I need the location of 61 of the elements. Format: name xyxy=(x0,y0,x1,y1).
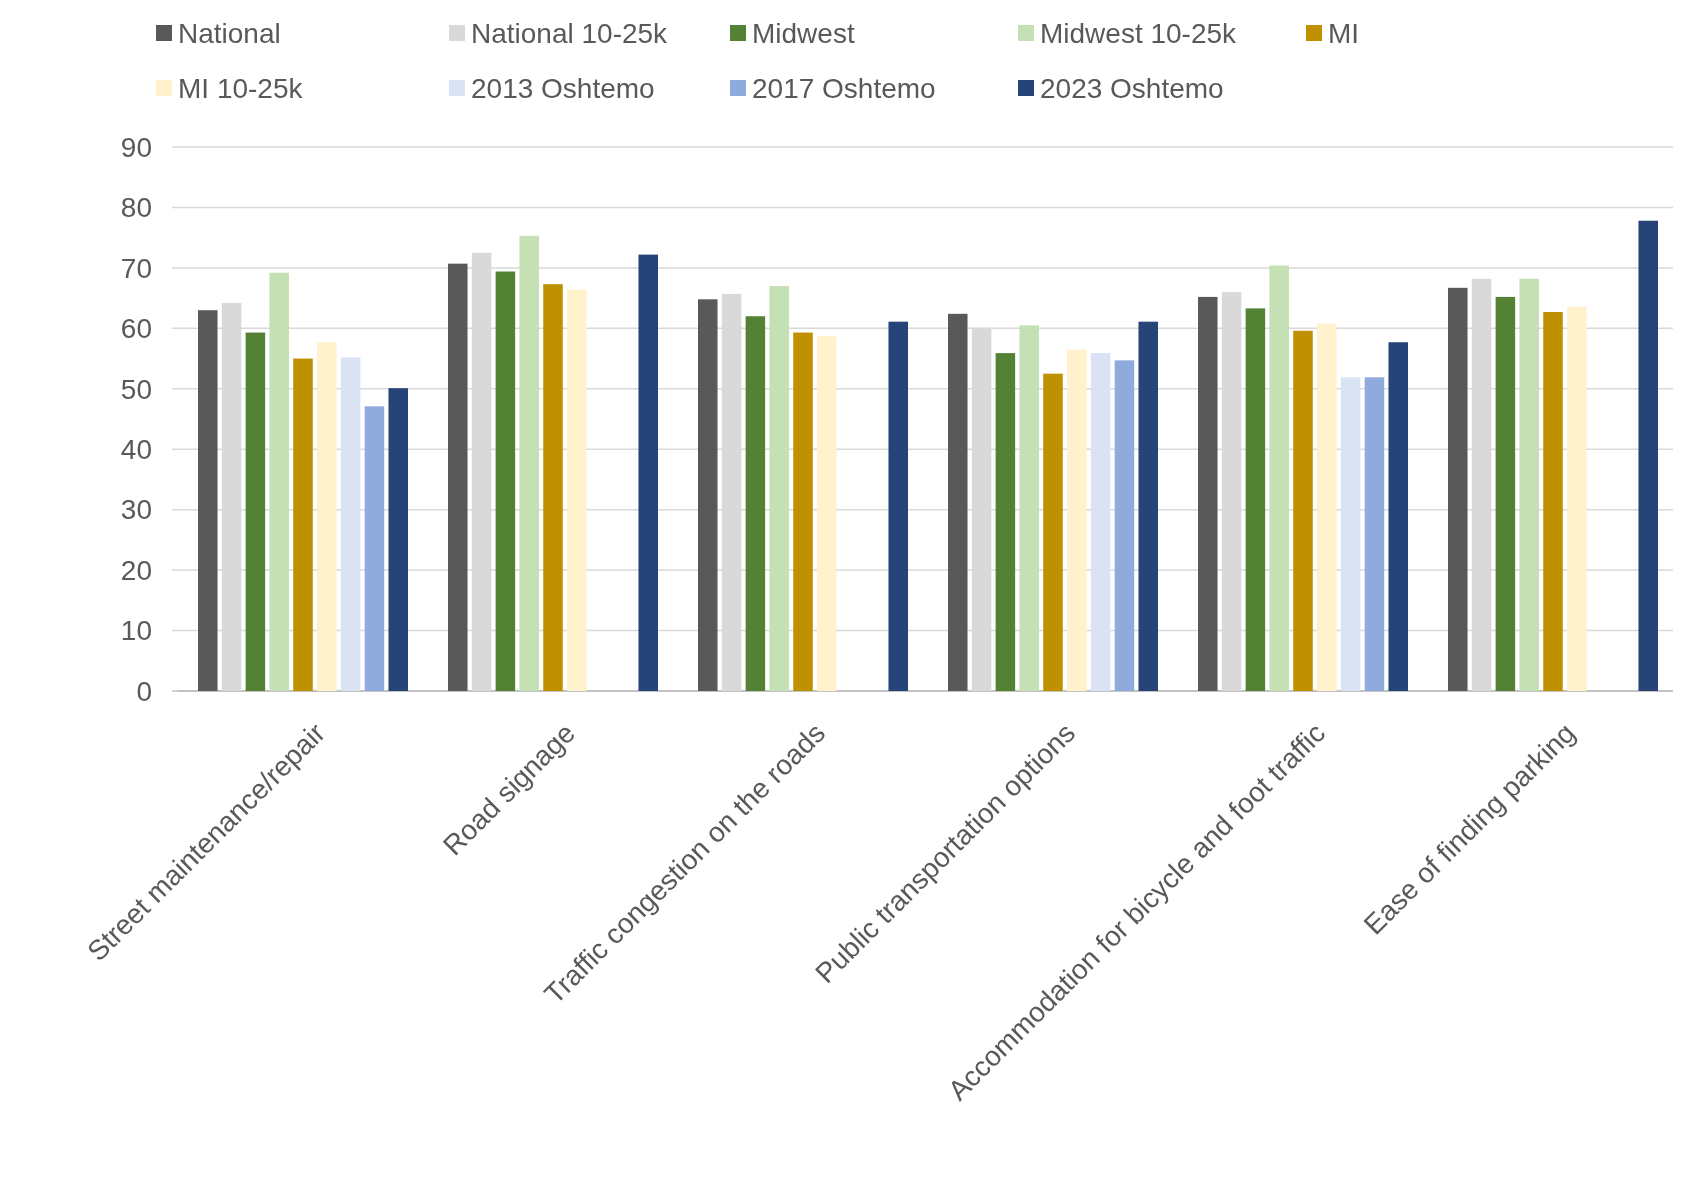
y-tick-label: 50 xyxy=(120,373,152,405)
bar xyxy=(1067,349,1087,691)
bar xyxy=(198,310,218,691)
bar xyxy=(769,286,789,691)
legend-label: Midwest 10-25k xyxy=(1040,17,1238,49)
bar xyxy=(1245,308,1266,691)
bar xyxy=(245,332,266,691)
bar xyxy=(1340,377,1361,691)
bar xyxy=(1317,323,1337,691)
bar xyxy=(1019,325,1039,691)
y-tick-label: 0 xyxy=(136,675,152,707)
bar xyxy=(1364,377,1385,691)
bar xyxy=(293,358,313,691)
legend-label: Midwest xyxy=(752,17,855,49)
bar xyxy=(448,263,468,691)
bar xyxy=(1448,287,1468,691)
bar xyxy=(1198,296,1218,691)
bar xyxy=(817,336,837,691)
y-tick-label: 20 xyxy=(120,554,152,586)
bar xyxy=(567,289,587,691)
bar xyxy=(1269,265,1289,691)
bar xyxy=(995,353,1016,691)
bar xyxy=(543,284,563,691)
bar xyxy=(1638,220,1658,691)
legend-label: National 10-25k xyxy=(471,17,669,49)
y-tick-label: 40 xyxy=(120,434,152,466)
bar xyxy=(317,342,337,691)
bar xyxy=(1043,373,1063,691)
bar xyxy=(1567,306,1587,691)
y-tick-label: 90 xyxy=(120,131,152,163)
bar xyxy=(1090,353,1111,691)
bar xyxy=(638,254,658,691)
bar xyxy=(519,235,539,691)
y-tick-label: 70 xyxy=(120,252,152,284)
bar xyxy=(495,271,516,691)
bar xyxy=(698,299,718,691)
bar xyxy=(364,406,385,691)
bar xyxy=(1293,330,1313,691)
bar xyxy=(1388,342,1408,691)
bar xyxy=(793,332,813,691)
bar xyxy=(888,321,908,691)
legend-label: 2023 Oshtemo xyxy=(1040,72,1224,104)
y-tick-label: 30 xyxy=(120,494,152,526)
bar xyxy=(269,272,289,691)
bar xyxy=(1114,360,1135,691)
legend-label: 2017 Oshtemo xyxy=(752,72,936,104)
bar xyxy=(1138,321,1158,691)
bar xyxy=(340,357,361,691)
bar xyxy=(1543,312,1563,691)
bar xyxy=(1495,296,1516,691)
y-tick-label: 10 xyxy=(120,615,152,647)
legend-label: National xyxy=(178,17,281,49)
legend-label: MI xyxy=(1328,17,1360,49)
bar xyxy=(948,313,968,691)
bar xyxy=(745,316,766,691)
y-tick-label: 80 xyxy=(120,192,152,224)
y-tick-label: 60 xyxy=(120,313,152,345)
bar xyxy=(388,388,408,691)
bar xyxy=(1519,278,1539,691)
legend-label: MI 10-25k xyxy=(178,72,304,104)
legend-label: 2013 Oshtemo xyxy=(471,72,655,104)
